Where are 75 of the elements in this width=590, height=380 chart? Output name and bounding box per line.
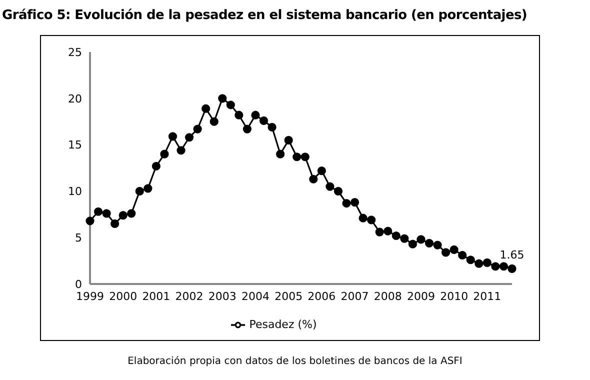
x-tick-label: 2002 [175, 290, 204, 303]
y-tick-label: 25 [68, 46, 82, 59]
point [176, 146, 186, 155]
point [202, 104, 210, 113]
x-tick-label: 2005 [274, 290, 303, 303]
point [268, 122, 276, 132]
point [300, 152, 310, 162]
point [135, 186, 144, 196]
x-tick-label: 2006 [308, 290, 336, 303]
x-tick-label: 2001 [142, 290, 170, 303]
x-tick-label: 2000 [109, 290, 138, 303]
x-tick-label: 2004 [241, 290, 270, 303]
point [292, 152, 302, 162]
y-tick-label: 5 [75, 232, 82, 245]
point [309, 174, 318, 184]
point [193, 124, 202, 134]
x-tick-label: 1999 [76, 290, 104, 303]
point [416, 235, 426, 244]
point [450, 245, 458, 254]
point [408, 240, 418, 248]
point [152, 162, 160, 170]
point [276, 150, 285, 158]
point [118, 211, 128, 220]
x-tick-label: 2003 [208, 290, 236, 303]
point [375, 228, 384, 236]
point [334, 186, 343, 196]
point [400, 234, 409, 243]
point [442, 248, 450, 257]
x-tick-label: 2009 [406, 290, 435, 303]
point [184, 133, 194, 142]
point [424, 238, 434, 248]
point [392, 231, 400, 240]
point [102, 209, 111, 218]
point [367, 216, 376, 224]
point [384, 226, 392, 236]
data-label: 1.65 [500, 248, 524, 262]
point [259, 116, 268, 125]
chart-title: Gráfico 5: Evolución de la pesadez en el sistema bancario (en porcentajes) [2, 8, 528, 23]
point [499, 262, 508, 271]
point [358, 214, 368, 222]
point [350, 198, 360, 207]
point [218, 94, 227, 103]
x-tick-label: 2010 [440, 290, 468, 303]
point [342, 198, 351, 208]
point [508, 264, 516, 273]
point [251, 110, 260, 120]
point [94, 207, 103, 216]
point [317, 166, 326, 176]
point [127, 209, 136, 218]
x-tick-label: 2011 [473, 290, 502, 303]
legend-label: Pesadez (%) [249, 318, 317, 332]
point [242, 124, 252, 134]
y-tick-label: 10 [68, 185, 82, 198]
point [458, 250, 467, 260]
point [491, 262, 500, 271]
x-tick-label: 2008 [374, 290, 402, 303]
point [144, 184, 152, 193]
point [168, 132, 178, 141]
x-tick-label: 2007 [340, 290, 369, 303]
point [474, 259, 484, 268]
point [226, 100, 235, 110]
point [284, 136, 293, 144]
y-tick-label: 20 [68, 92, 82, 106]
point [210, 117, 218, 126]
point [482, 258, 492, 267]
y-tick-label: 15 [68, 138, 82, 152]
point [110, 219, 120, 228]
point [326, 182, 334, 191]
point [466, 256, 475, 264]
y-tick-label: 0 [75, 278, 82, 291]
point [160, 150, 169, 158]
point [86, 216, 94, 226]
text: Elaboración propia con datos de los boletines de bancos de la ASFI [126, 356, 464, 367]
point [433, 240, 442, 250]
point [234, 110, 244, 120]
